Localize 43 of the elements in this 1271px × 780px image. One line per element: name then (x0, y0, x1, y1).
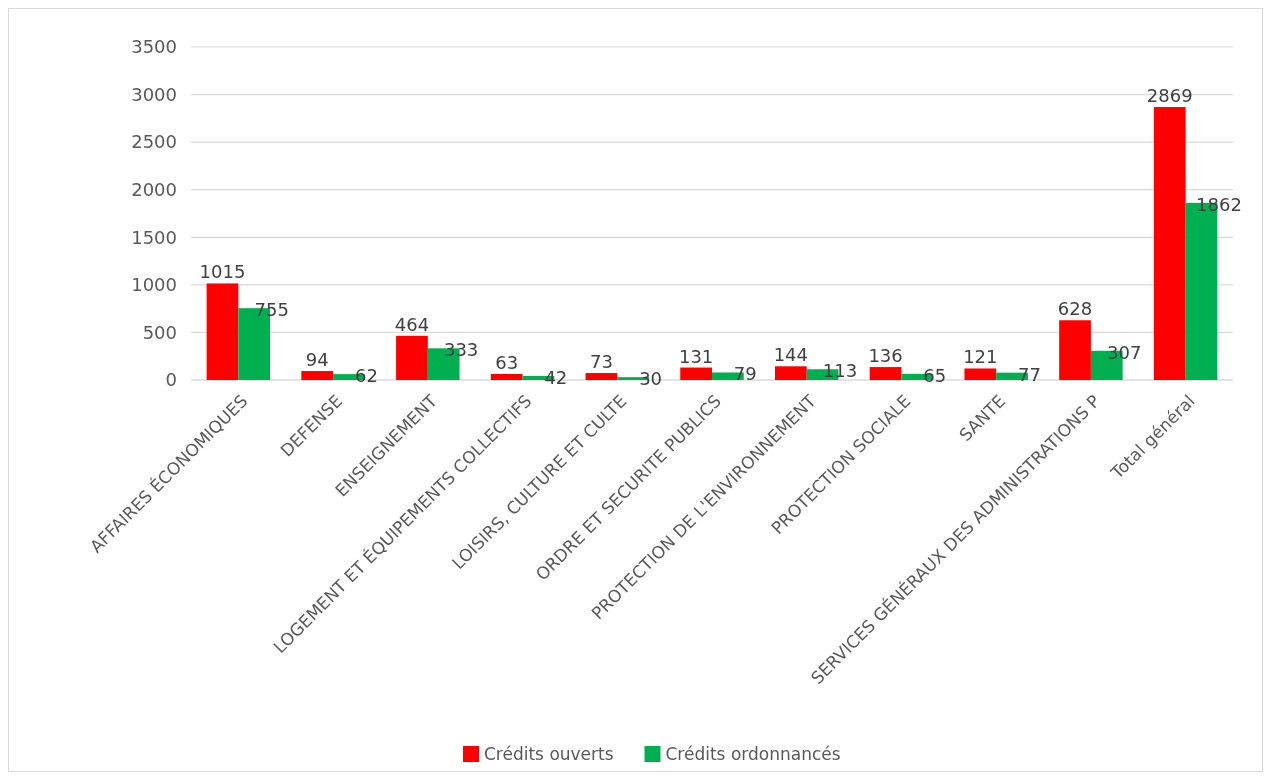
data-label: 77 (1018, 363, 1041, 385)
bar (396, 335, 428, 380)
y-tick-label: 1000 (131, 274, 177, 296)
bar (301, 371, 334, 380)
data-label: 628 (1057, 298, 1093, 320)
data-label: 136 (868, 345, 903, 367)
data-label: 1015 (199, 261, 246, 283)
y-tick-label: 2500 (131, 131, 177, 153)
data-label: 333 (443, 339, 479, 361)
data-label: 65 (923, 364, 947, 386)
data-label: 1862 (1196, 193, 1242, 215)
bar (680, 367, 712, 380)
bar (1153, 107, 1186, 380)
data-label: 113 (822, 360, 858, 382)
bar (774, 366, 807, 380)
data-label: 79 (733, 363, 757, 385)
data-label: 73 (589, 351, 613, 373)
y-tick-label: 0 (165, 369, 177, 391)
data-label: 131 (678, 345, 714, 367)
data-label: 121 (963, 346, 998, 368)
bar (585, 373, 618, 380)
y-tick-label: 3500 (131, 36, 177, 58)
data-label: 94 (305, 349, 329, 371)
legend-label: Crédits ordonnancés (665, 743, 841, 764)
data-label: 42 (544, 367, 568, 388)
y-tick-label: 2000 (131, 179, 177, 201)
data-label: 2869 (1146, 85, 1193, 107)
bar (490, 374, 523, 380)
data-label: 30 (639, 368, 663, 390)
y-tick-label: 500 (142, 321, 177, 343)
legend-label: Crédits ouverts (484, 743, 614, 764)
data-label: 307 (1107, 341, 1142, 363)
data-label: 144 (773, 344, 809, 366)
data-label: 755 (254, 299, 289, 321)
bar (206, 283, 239, 380)
bar (1059, 320, 1091, 380)
data-label: 464 (394, 313, 430, 335)
bar (964, 368, 997, 380)
y-tick-label: 1500 (131, 226, 177, 248)
data-label: 62 (354, 365, 378, 387)
data-label: 63 (495, 352, 519, 374)
y-tick-label: 3000 (131, 83, 177, 105)
bar (869, 367, 902, 380)
